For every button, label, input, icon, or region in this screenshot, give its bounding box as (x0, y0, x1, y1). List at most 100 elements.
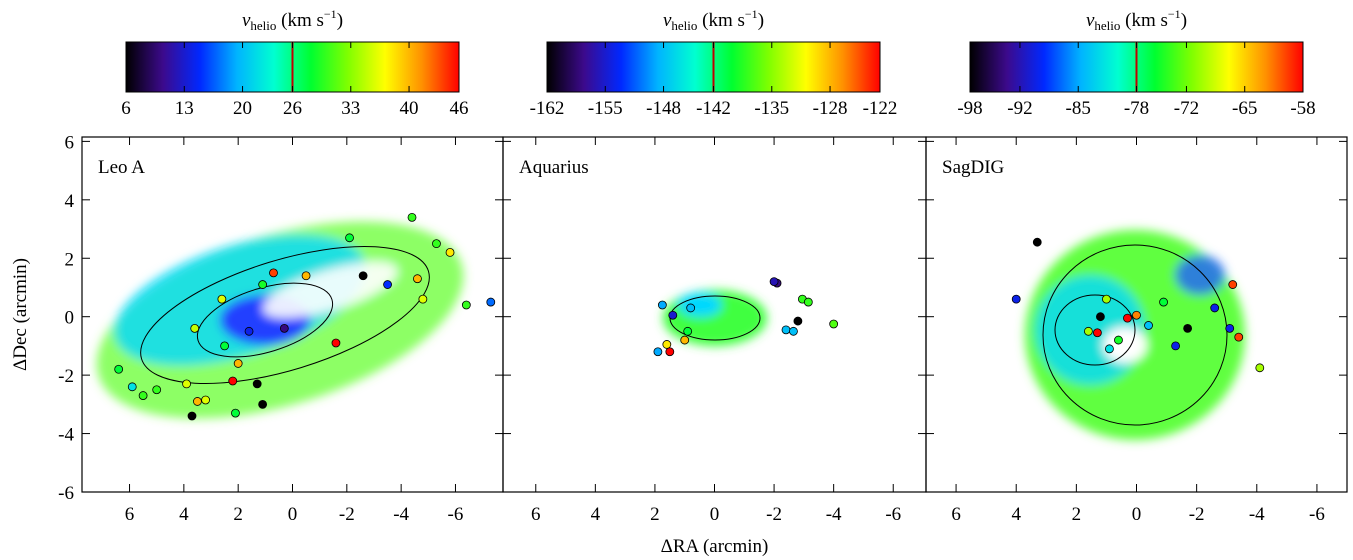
star (789, 326, 798, 336)
star (461, 300, 471, 310)
colorbar-tick-label: -155 (588, 98, 623, 119)
star (138, 391, 148, 400)
star (114, 364, 124, 374)
x-tick-label: 6 (531, 504, 541, 525)
colorbar-tick-label: -72 (1174, 98, 1199, 119)
x-tick-label: -6 (448, 504, 464, 525)
panel-label: SagDIG (942, 157, 1005, 178)
subscript: helio (250, 18, 276, 33)
colorbar-tick-label: -92 (1007, 98, 1032, 119)
symbol: v (663, 10, 672, 31)
x-tick-label: 2 (1072, 504, 1082, 525)
star (1234, 332, 1244, 342)
colorbar-tick-label: -85 (1066, 98, 1091, 119)
star (1093, 328, 1102, 338)
close: ) (337, 10, 343, 31)
star (190, 323, 200, 333)
star (217, 294, 227, 304)
star (1102, 294, 1111, 304)
exponent: −1 (1168, 7, 1181, 21)
symbol: v (1086, 10, 1095, 31)
star (1096, 312, 1105, 322)
y-tick-label: 6 (65, 132, 75, 153)
exponent: −1 (324, 7, 337, 21)
y-axis-label: ΔDec (arcmin) (10, 258, 31, 371)
star (345, 233, 354, 243)
x-tick-label: 4 (591, 504, 601, 525)
star (182, 379, 191, 389)
panel-label: Aquarius (519, 157, 589, 178)
star (668, 310, 678, 320)
x-tick-label: -6 (885, 504, 901, 525)
star (193, 397, 202, 406)
star (1228, 280, 1238, 289)
star (1105, 344, 1114, 354)
colorbar-tick-label: -58 (1290, 98, 1315, 119)
x-tick-label: -4 (393, 504, 409, 525)
colorbar-tick-label: -135 (754, 98, 789, 119)
colorbar-tick-label: -128 (813, 98, 848, 119)
x-tick-label: -6 (1309, 504, 1325, 525)
colorbar-tick-label: 6 (121, 98, 131, 119)
x-tick-label: 0 (288, 504, 298, 525)
y-tick-label: -6 (58, 483, 74, 504)
star (829, 319, 839, 329)
star (358, 271, 368, 281)
colorbar-tick-label: -78 (1124, 98, 1149, 119)
velocity-map-leo-a (96, 221, 464, 419)
y-tick-label: 4 (65, 191, 75, 212)
colorbar-label: vhelio (km s−1) (242, 7, 343, 33)
star (152, 385, 162, 395)
star (1132, 310, 1141, 320)
star (187, 411, 197, 421)
star (1083, 326, 1093, 336)
star (331, 338, 341, 348)
star (1183, 323, 1193, 333)
y-tick-label: 2 (65, 249, 75, 270)
star (269, 268, 278, 278)
star (486, 297, 496, 307)
x-tick-label: 4 (1011, 504, 1021, 525)
star (665, 347, 675, 357)
subscript: helio (671, 18, 697, 33)
y-tick-label: -4 (58, 425, 74, 446)
star (1225, 323, 1235, 333)
x-tick-label: -2 (766, 504, 782, 525)
star (279, 323, 289, 333)
star (413, 274, 422, 284)
colorbar-tick-label: 33 (341, 98, 360, 119)
star (769, 277, 779, 287)
colorbar-tick-label: 46 (450, 98, 469, 119)
star (233, 359, 243, 368)
colorbar-tick-label: 40 (400, 98, 419, 119)
star (657, 300, 667, 310)
colorbar-tick-label: 13 (175, 98, 194, 119)
panel-label: Leo A (98, 157, 145, 178)
star (680, 335, 690, 345)
close: ) (758, 10, 764, 31)
exponent: −1 (745, 7, 758, 21)
unit: (km s (702, 10, 745, 31)
x-tick-label: 2 (233, 504, 243, 525)
star (1159, 297, 1168, 307)
star (781, 325, 791, 335)
colorbar-tick-label: 26 (283, 98, 302, 119)
star (653, 347, 663, 357)
x-tick-label: -2 (1189, 504, 1205, 525)
x-tick-label: 6 (125, 504, 135, 525)
x-tick-label: -4 (1249, 504, 1265, 525)
star (418, 294, 428, 304)
star (1255, 363, 1265, 373)
star (231, 408, 240, 418)
star (301, 271, 311, 281)
star (1114, 335, 1123, 345)
colorbar-tick-label: -98 (957, 98, 982, 119)
star (803, 297, 813, 307)
star (1032, 237, 1042, 247)
subscript: helio (1094, 18, 1120, 33)
colorbar-label: vhelio (km s−1) (663, 7, 764, 33)
star (683, 326, 693, 336)
unit: (km s (1125, 10, 1168, 31)
colorbar-tick-label: -162 (530, 98, 565, 119)
x-tick-label: 4 (179, 504, 189, 525)
